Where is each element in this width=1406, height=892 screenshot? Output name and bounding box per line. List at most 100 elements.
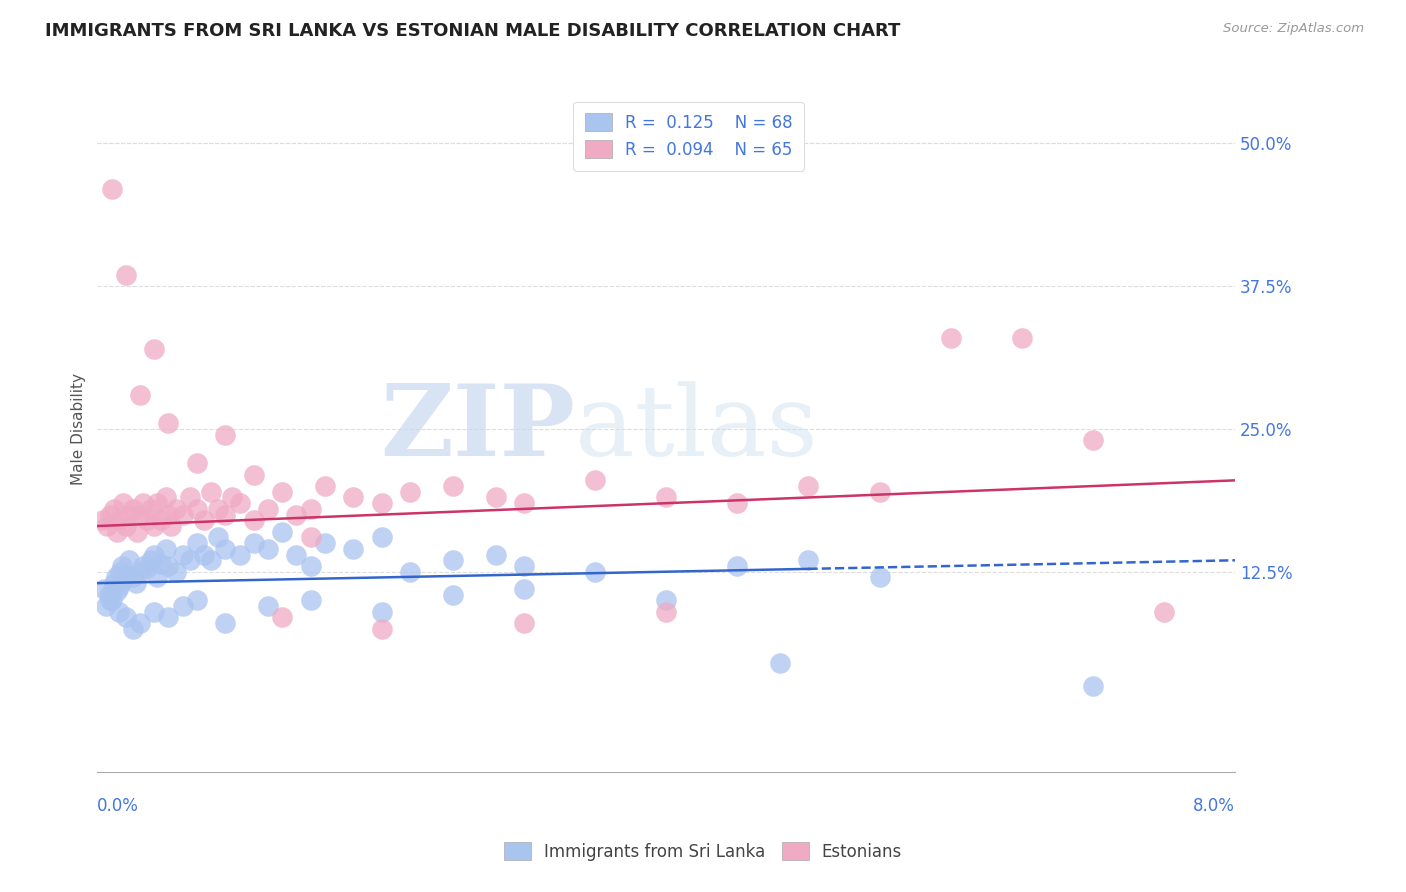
Point — [193, 513, 215, 527]
Point — [399, 484, 422, 499]
Point — [93, 582, 115, 596]
Point — [869, 570, 891, 584]
Point — [186, 536, 208, 550]
Point — [155, 541, 177, 556]
Point — [200, 553, 222, 567]
Point — [214, 616, 236, 631]
Point — [725, 496, 748, 510]
Point — [105, 584, 128, 599]
Point — [513, 496, 536, 510]
Legend: R =  0.125    N = 68, R =  0.094    N = 65: R = 0.125 N = 68, R = 0.094 N = 65 — [574, 102, 804, 170]
Point — [299, 593, 322, 607]
Point — [141, 502, 163, 516]
Point — [1153, 605, 1175, 619]
Point — [1081, 679, 1104, 693]
Point — [160, 519, 183, 533]
Point — [150, 557, 173, 571]
Point — [243, 467, 266, 482]
Point — [257, 502, 280, 516]
Point — [157, 610, 180, 624]
Point — [136, 561, 159, 575]
Point — [299, 559, 322, 574]
Point — [172, 599, 194, 613]
Text: IMMIGRANTS FROM SRI LANKA VS ESTONIAN MALE DISABILITY CORRELATION CHART: IMMIGRANTS FROM SRI LANKA VS ESTONIAN MA… — [45, 22, 900, 40]
Point — [583, 474, 606, 488]
Point — [114, 519, 136, 533]
Point — [100, 593, 122, 607]
Point — [122, 622, 145, 636]
Point — [179, 553, 201, 567]
Point — [143, 342, 166, 356]
Point — [117, 553, 139, 567]
Point — [513, 559, 536, 574]
Point — [101, 582, 124, 596]
Point — [797, 479, 820, 493]
Point — [441, 588, 464, 602]
Point — [207, 502, 229, 516]
Point — [285, 508, 308, 522]
Point — [155, 491, 177, 505]
Point — [136, 513, 159, 527]
Point — [143, 548, 166, 562]
Text: Source: ZipAtlas.com: Source: ZipAtlas.com — [1223, 22, 1364, 36]
Point — [157, 416, 180, 430]
Point — [797, 553, 820, 567]
Point — [513, 616, 536, 631]
Point — [98, 508, 121, 522]
Point — [939, 330, 962, 344]
Point — [100, 182, 122, 196]
Point — [484, 548, 506, 562]
Text: ZIP: ZIP — [381, 381, 575, 477]
Point — [299, 502, 322, 516]
Point — [271, 484, 294, 499]
Point — [314, 536, 336, 550]
Point — [186, 456, 208, 470]
Point — [146, 496, 169, 510]
Point — [371, 531, 394, 545]
Text: atlas: atlas — [575, 381, 818, 477]
Point — [172, 548, 194, 562]
Point — [399, 565, 422, 579]
Point — [150, 513, 173, 527]
Point — [129, 565, 152, 579]
Point — [441, 553, 464, 567]
Point — [186, 593, 208, 607]
Y-axis label: Male Disability: Male Disability — [72, 373, 86, 485]
Point — [869, 484, 891, 499]
Point — [179, 491, 201, 505]
Point — [441, 479, 464, 493]
Point — [271, 610, 294, 624]
Point — [725, 559, 748, 574]
Point — [1011, 330, 1033, 344]
Point — [583, 565, 606, 579]
Point — [193, 548, 215, 562]
Point — [228, 496, 250, 510]
Point — [655, 605, 678, 619]
Point — [221, 491, 243, 505]
Point — [513, 582, 536, 596]
Point — [214, 541, 236, 556]
Point — [103, 502, 125, 516]
Point — [299, 531, 322, 545]
Point — [371, 496, 394, 510]
Point — [1081, 434, 1104, 448]
Point — [271, 524, 294, 539]
Point — [104, 570, 127, 584]
Point — [165, 565, 187, 579]
Point — [157, 508, 180, 522]
Point — [228, 548, 250, 562]
Point — [200, 484, 222, 499]
Point — [342, 491, 364, 505]
Text: 0.0%: 0.0% — [97, 797, 139, 814]
Text: 8.0%: 8.0% — [1194, 797, 1234, 814]
Point — [214, 508, 236, 522]
Point — [285, 548, 308, 562]
Point — [342, 541, 364, 556]
Point — [214, 427, 236, 442]
Point — [243, 536, 266, 550]
Point — [132, 496, 155, 510]
Point — [769, 656, 792, 670]
Point — [165, 502, 187, 516]
Point — [122, 502, 145, 516]
Point — [314, 479, 336, 493]
